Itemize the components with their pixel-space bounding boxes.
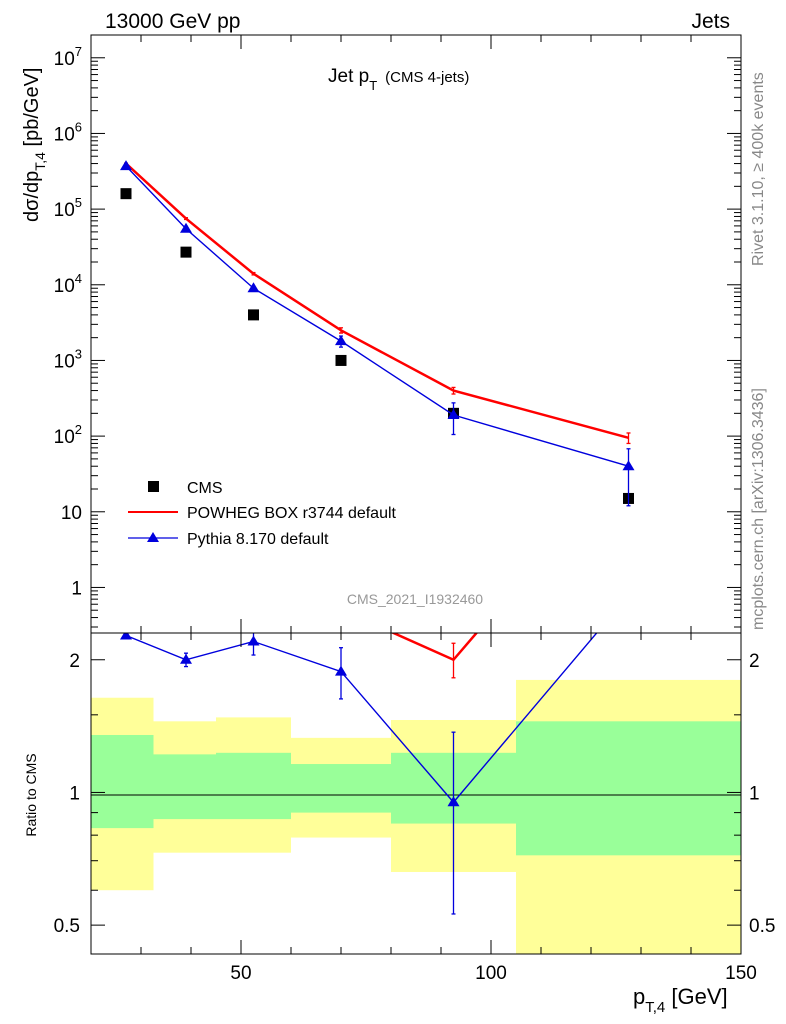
x-tick-label: 100 [475, 963, 507, 984]
main-y-tick-label: 10 [61, 503, 82, 524]
header-right: Jets [691, 10, 730, 33]
header-left: 13000 GeV pp [105, 10, 240, 33]
pythia-point [120, 160, 132, 171]
ratio-y-label: Ratio to CMS [23, 753, 39, 836]
main-y-tick-label: 106 [54, 119, 82, 145]
series-line-1 [125, 162, 629, 440]
legend-powheg-label: POWHEG BOX r3744 default [187, 505, 397, 522]
ratio-pythia-point [623, 589, 635, 599]
chart-title: Jet pT (CMS 4-jets) [328, 66, 469, 93]
pythia-point [180, 222, 192, 233]
main-y-tick-label: 1 [71, 578, 82, 599]
analysis-id: CMS_2021_I1932460 [347, 591, 483, 607]
green-band [291, 764, 391, 813]
main-y-tick-label: 105 [54, 195, 82, 221]
main-series [120, 160, 635, 507]
ratio-tick-labels: 0.5 0.5 1 1 2 2 50 100 150 [54, 651, 776, 984]
cms-point [248, 309, 259, 321]
green-band [216, 752, 291, 820]
ratio-pythia-point [120, 633, 132, 640]
cms-point [120, 188, 132, 200]
ratio-pythia-point [247, 635, 260, 646]
ratio-line-0 [390, 633, 479, 662]
main-y-tick-label: 102 [54, 422, 82, 448]
ratio-y-tick-label-right: 0.5 [749, 916, 775, 937]
ratio-panel: 0.5 0.5 1 1 2 2 50 100 150 Ratio to CMS pT,4 [Ge… [23, 589, 776, 1016]
ratio-y-tick-label: 0.5 [54, 916, 80, 937]
x-tick-label: 150 [725, 963, 757, 984]
ratio-pythia-point [180, 653, 192, 664]
main-ticks [90, 34, 742, 633]
ratio-line-1 [125, 633, 598, 804]
pythia-point [335, 335, 347, 346]
ratio-y-tick-label-right: 2 [749, 651, 760, 672]
ratio-pythia-point [335, 665, 347, 676]
legend: CMS POWHEG BOX r3744 default Pythia 8.17… [128, 480, 397, 548]
ratio-y-tick-label: 1 [69, 783, 80, 804]
mcplots-label: mcplots.cern.ch [arXiv:1306.3436] [750, 388, 767, 630]
pythia-point [622, 460, 635, 471]
legend-pythia-marker [147, 532, 159, 542]
cms-point [335, 354, 347, 366]
green-band [516, 721, 741, 856]
ratio-y-tick-label-right: 1 [749, 783, 760, 804]
legend-pythia-label: Pythia 8.170 default [187, 531, 329, 548]
green-band [91, 734, 154, 829]
main-y-tick-label: 107 [54, 44, 82, 70]
series-line-2 [125, 165, 629, 467]
main-y-tick-label: 104 [54, 271, 82, 297]
ratio-y-tick-label: 2 [69, 651, 80, 672]
pythia-point [447, 409, 460, 420]
y-axis-label: dσ/dpT,4 [pb/GeV] [21, 68, 48, 222]
main-y-tick-label: 103 [54, 346, 82, 372]
ratio-pythia-point [447, 796, 460, 807]
ratio-bands [91, 679, 741, 954]
pythia-point [247, 282, 260, 293]
ratio-frame [90, 632, 742, 955]
rivet-label: Rivet 3.1.10, ≥ 400k events [750, 72, 767, 266]
green-band [153, 754, 216, 820]
x-axis-label: pT,4 [GeV] [633, 984, 728, 1016]
cms-point [180, 246, 192, 258]
ratio-ticks [90, 633, 742, 954]
legend-cms-marker [148, 481, 159, 492]
ratio-series [120, 589, 635, 915]
x-tick-label: 50 [230, 963, 251, 984]
legend-cms-label: CMS [187, 480, 223, 497]
